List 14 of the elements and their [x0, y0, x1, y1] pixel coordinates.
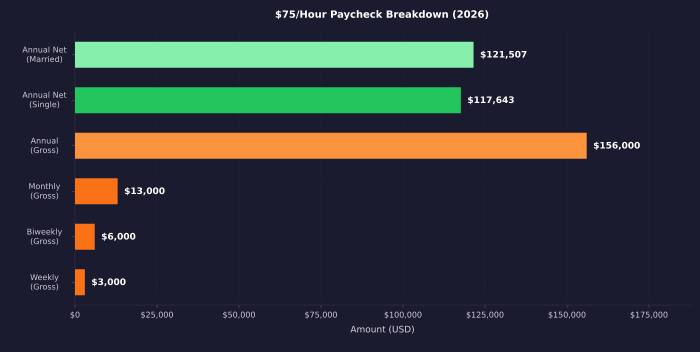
data-label: $156,000	[594, 142, 640, 150]
data-label: $6,000	[102, 232, 136, 241]
data-label: $3,000	[92, 278, 126, 286]
bar	[75, 42, 474, 68]
bar	[75, 178, 118, 204]
data-label: $121,507	[480, 50, 526, 59]
bar	[75, 269, 85, 296]
data-label: $13,000	[124, 187, 165, 196]
bar	[75, 87, 461, 114]
data-label: $117,643	[468, 96, 514, 104]
bar	[75, 224, 95, 250]
bar	[75, 132, 587, 159]
chart-title: $75/Hour Paycheck Breakdown (2026)	[276, 10, 488, 20]
x-axis-title: Amount (USD)	[350, 326, 414, 334]
